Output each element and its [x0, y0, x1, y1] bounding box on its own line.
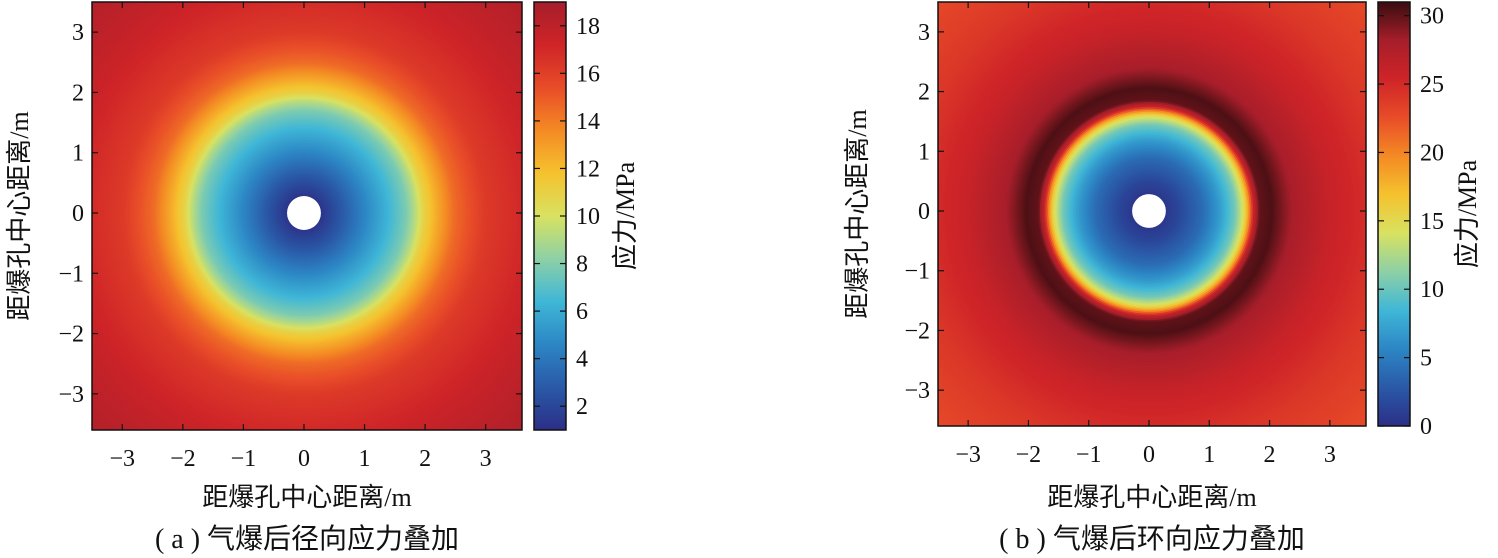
x-tick-label: 1	[359, 446, 371, 472]
y-tick-label: 3	[918, 20, 930, 46]
x-axis-label: 距爆孔中心距离/m	[1047, 483, 1256, 512]
colorbar-tick-label: 30	[1420, 4, 1444, 30]
y-tick-label: 2	[72, 80, 84, 106]
y-tick-label: −1	[904, 259, 930, 285]
x-tick-label: 0	[298, 446, 310, 472]
x-tick-label: 3	[1324, 442, 1336, 468]
x-tick-label: −2	[170, 446, 196, 472]
x-tick-label: −2	[1016, 442, 1042, 468]
colorbar-tick-label: 20	[1420, 140, 1444, 166]
x-tick-label: 2	[419, 446, 431, 472]
borehole	[287, 196, 321, 230]
x-tick-label: −1	[231, 446, 257, 472]
y-tick-label: 0	[72, 201, 84, 227]
colorbar-tick-label: 10	[576, 204, 600, 230]
colorbar-tick-label: 12	[576, 156, 600, 182]
x-tick-label: 0	[1143, 442, 1155, 468]
x-tick-label: −3	[955, 442, 981, 468]
x-tick-label: −3	[110, 446, 136, 472]
y-tick-label: 1	[72, 141, 84, 167]
panel-caption: ( b ) 气爆后环向应力叠加	[999, 523, 1305, 555]
x-tick-label: 3	[480, 446, 492, 472]
colorbar-tick-label: 25	[1420, 72, 1444, 98]
y-tick-label: 2	[918, 80, 930, 106]
y-axis-label: 距爆孔中心距离/m	[843, 109, 872, 318]
colorbar-tick-label: 15	[1420, 209, 1444, 235]
y-tick-label: −2	[58, 322, 84, 348]
x-tick-label: 1	[1203, 442, 1215, 468]
borehole	[1132, 194, 1166, 228]
colorbar-tick-label: 5	[1420, 346, 1432, 372]
plot-frame	[91, 1, 523, 431]
plot-frame	[937, 1, 1367, 427]
colorbar	[1377, 1, 1411, 427]
y-tick-label: −1	[58, 261, 84, 287]
panel-b: −3 −2 −1 0 1 2 3 −3 −2 −1 0 1 2 3 距爆孔中心距离/m 距爆孔中心距离/m ( …	[843, 1, 1482, 555]
colorbar-tick-label: 4	[576, 347, 588, 373]
y-tick-label: −2	[904, 318, 930, 344]
x-axis-label: 距爆孔中心距离/m	[202, 483, 411, 512]
colorbar-tick-label: 10	[1420, 277, 1444, 303]
panel-caption: ( a ) 气爆后径向应力叠加	[155, 523, 459, 555]
colorbar-tick-label: 16	[576, 61, 600, 87]
colorbar-tick-label: 0	[1420, 414, 1432, 440]
panel-a: −3 −2 −1 0 1 2 3−3−2−10123距爆孔中心距离/m距爆孔中心距离/m( …	[5, 1, 640, 555]
y-axis-label: 距爆孔中心距离/m	[5, 111, 34, 320]
y-tick-label: 3	[72, 20, 84, 46]
colorbar-label: 应力/MPa	[1453, 159, 1482, 268]
y-tick-label: 0	[918, 199, 930, 225]
colorbar-tick-label: 2	[576, 394, 588, 420]
colorbar-tick-label: 14	[576, 109, 600, 135]
y-tick-label: 1	[918, 139, 930, 165]
colorbar-tick-label: 18	[576, 14, 600, 40]
y-tick-label: −3	[904, 378, 930, 404]
x-tick-label: 2	[1264, 442, 1276, 468]
y-tick-label: −3	[58, 382, 84, 408]
colorbar-tick-label: 8	[576, 252, 588, 278]
x-tick-label: −1	[1076, 442, 1102, 468]
colorbar-label: 应力/MPa	[611, 161, 640, 270]
colorbar-tick-label: 6	[576, 299, 588, 325]
